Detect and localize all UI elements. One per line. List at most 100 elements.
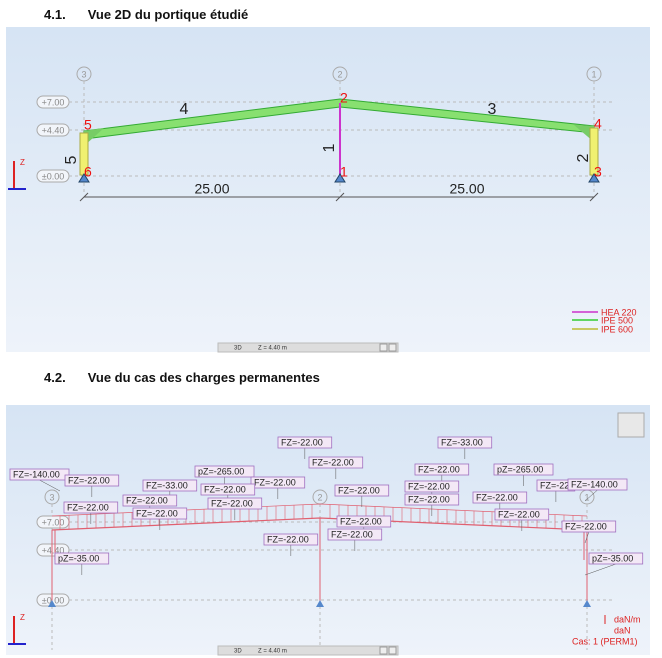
axis-label: Z [20, 158, 25, 167]
load-label: pZ=-35.00 [58, 553, 99, 563]
load-box [336, 515, 392, 528]
grid-label: 2 [337, 69, 342, 79]
viewport [6, 27, 650, 352]
load-label: FZ=-22.00 [254, 477, 296, 487]
section-number: 4.2. [44, 370, 66, 385]
level-label: +4.40 [42, 125, 65, 135]
dimension-tick [589, 192, 599, 202]
level-label: +7.00 [42, 517, 65, 527]
load-box [404, 493, 460, 506]
load-label: FZ=-22.00 [68, 475, 110, 485]
load-label: FZ=-22.00 [498, 509, 540, 519]
support [78, 173, 90, 183]
load-box [308, 456, 364, 469]
dimension-label: 25.00 [449, 181, 484, 197]
legend-label: HEA 220 [601, 307, 637, 317]
load-box [561, 520, 617, 533]
node-number: 5 [84, 117, 92, 133]
load-box [250, 476, 306, 489]
load-box [122, 494, 178, 507]
load-label: FZ=-22.00 [331, 529, 373, 539]
load-box [588, 552, 644, 565]
haunch [574, 125, 594, 142]
legend-label: daN [614, 625, 631, 635]
legend-label: Cas: 1 (PERM1) [572, 636, 638, 646]
grid-label: 3 [49, 492, 54, 502]
support [583, 600, 591, 607]
support [334, 173, 346, 183]
level-label: +4.40 [42, 545, 65, 555]
load-label: FZ=-22.00 [408, 481, 450, 491]
load-leader [584, 489, 598, 502]
load-box [334, 484, 390, 497]
node-number: 4 [594, 116, 602, 132]
status-button[interactable] [388, 343, 397, 352]
load-box [194, 465, 255, 478]
view-icon[interactable] [617, 412, 645, 438]
node-number: 6 [84, 164, 92, 180]
bar-number: 5 [63, 155, 80, 164]
node-number: 3 [594, 164, 602, 180]
load-box [200, 483, 256, 496]
bar-number: 1 [321, 143, 338, 152]
status-button[interactable] [379, 343, 388, 352]
load-label: FZ=-22.00 [476, 492, 518, 502]
grid-label: 1 [584, 492, 589, 502]
status-level: Z = 4.40 m [258, 649, 287, 655]
haunch [84, 128, 104, 146]
load-box [567, 478, 628, 491]
section-title: Vue 2D du portique étudié [87, 7, 249, 22]
bar-number: 4 [180, 101, 189, 118]
section-number: 4.1. [44, 7, 66, 22]
load-box [263, 533, 319, 546]
section-heading: 4.2. Vue du cas des charges permanentes [44, 370, 320, 385]
legend-label: IPE 500 [601, 315, 633, 325]
load-box [132, 507, 188, 520]
status-view: 3D [234, 649, 242, 655]
support [316, 600, 324, 607]
load-label: FZ=-22.00 [408, 494, 450, 504]
load-label: FZ=-22.00 [67, 502, 109, 512]
node-number: 2 [340, 90, 348, 106]
level-label: ±0.00 [42, 595, 64, 605]
load-label: FZ=-140.00 [13, 469, 60, 479]
section-heading: 4.1. Vue 2D du portique étudié [44, 7, 248, 22]
load-label: FZ=-22.00 [211, 498, 253, 508]
status-bar [217, 342, 399, 353]
status-bar [217, 645, 399, 656]
load-box [414, 463, 470, 476]
load-label: pZ=-265.00 [198, 466, 244, 476]
load-box [494, 508, 550, 521]
load-label: FZ=-22.00 [126, 495, 168, 505]
load-label: FZ=-22 [540, 480, 569, 490]
status-view: 3D [234, 346, 242, 352]
bar-number: 3 [488, 101, 497, 118]
load-label: FZ=-22.00 [312, 457, 354, 467]
legend-label: IPE 600 [601, 324, 633, 334]
grid-label: 2 [317, 492, 322, 502]
dimension-tick [335, 192, 345, 202]
load-label: FZ=-22.00 [267, 534, 309, 544]
bar-number: 2 [575, 153, 592, 162]
status-level: Z = 4.40 m [258, 346, 287, 352]
axis-label: Z [20, 613, 25, 622]
load-box [54, 552, 110, 565]
load-label: FZ=-33.00 [441, 437, 483, 447]
load-box [437, 436, 493, 449]
load-box [63, 501, 119, 514]
dimension-tick [79, 192, 89, 202]
load-box [9, 468, 70, 481]
dimension-label: 25.00 [194, 181, 229, 197]
level-label: +7.00 [42, 97, 65, 107]
load-label: FZ=-22.00 [418, 464, 460, 474]
node-number: 1 [340, 164, 348, 180]
grid-label: 1 [591, 69, 596, 79]
load-label: FZ=-22.00 [565, 521, 607, 531]
section-title: Vue du cas des charges permanentes [87, 370, 320, 385]
status-button[interactable] [388, 646, 397, 655]
load-box [142, 479, 198, 492]
status-button[interactable] [379, 646, 388, 655]
